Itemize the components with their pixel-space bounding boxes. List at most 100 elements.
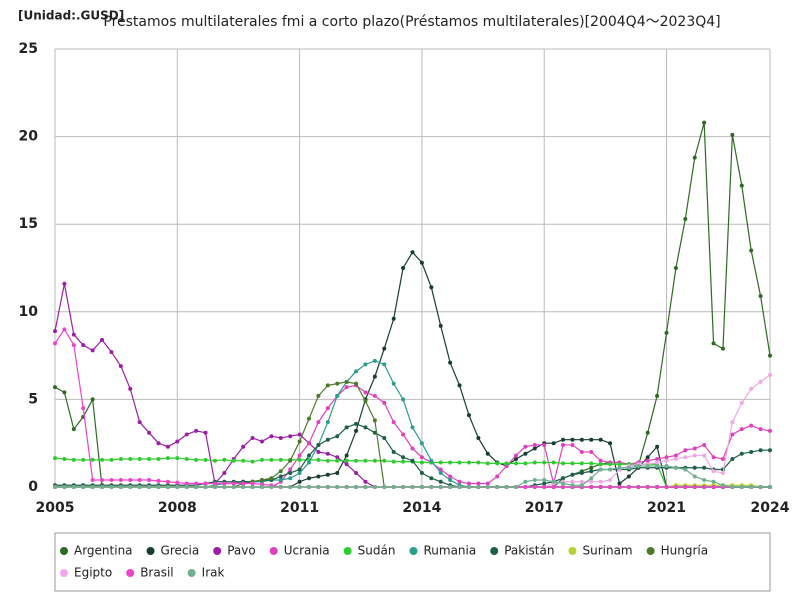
point bbox=[147, 430, 152, 435]
point bbox=[175, 485, 180, 489]
point bbox=[636, 485, 641, 489]
point bbox=[372, 418, 377, 423]
point bbox=[608, 477, 613, 482]
point bbox=[702, 485, 707, 489]
point bbox=[184, 432, 189, 437]
point bbox=[147, 485, 152, 489]
point bbox=[608, 462, 613, 467]
point bbox=[749, 449, 754, 454]
legend-item: Argentina bbox=[60, 544, 133, 558]
point bbox=[513, 453, 518, 458]
point bbox=[278, 435, 283, 440]
point bbox=[523, 461, 528, 466]
x-tick-label: 2014 bbox=[402, 500, 441, 516]
point bbox=[579, 461, 584, 466]
point bbox=[495, 474, 500, 479]
point bbox=[391, 459, 396, 464]
point bbox=[307, 460, 312, 465]
series bbox=[53, 120, 772, 489]
legend-marker bbox=[213, 547, 222, 555]
point bbox=[363, 479, 368, 484]
point bbox=[118, 456, 123, 461]
point bbox=[250, 459, 255, 464]
point bbox=[495, 461, 500, 466]
legend-label: Sudán bbox=[358, 544, 396, 558]
point bbox=[664, 455, 669, 460]
point bbox=[250, 485, 255, 489]
point bbox=[768, 485, 772, 489]
point bbox=[702, 453, 707, 458]
point bbox=[730, 432, 735, 437]
point bbox=[570, 483, 575, 488]
point bbox=[109, 350, 114, 355]
legend-label: Grecia bbox=[161, 544, 200, 558]
series bbox=[53, 358, 772, 489]
point bbox=[589, 437, 594, 442]
point bbox=[71, 343, 76, 348]
point bbox=[297, 479, 302, 484]
point bbox=[354, 369, 359, 374]
point bbox=[203, 485, 208, 489]
point bbox=[523, 444, 528, 449]
point bbox=[297, 470, 302, 475]
point bbox=[702, 477, 707, 482]
point bbox=[711, 341, 716, 346]
point bbox=[297, 439, 302, 444]
point bbox=[325, 485, 330, 489]
point bbox=[307, 453, 312, 458]
point bbox=[532, 477, 537, 482]
legend-marker bbox=[343, 547, 352, 555]
point bbox=[532, 485, 537, 489]
point bbox=[664, 330, 669, 335]
point bbox=[344, 485, 349, 489]
legend-label: Ucrania bbox=[284, 544, 330, 558]
point bbox=[768, 428, 772, 433]
point bbox=[241, 444, 246, 449]
point bbox=[175, 480, 180, 485]
point bbox=[570, 461, 575, 466]
point bbox=[598, 467, 603, 472]
point bbox=[288, 434, 293, 439]
legend-marker bbox=[60, 547, 68, 555]
legend-marker bbox=[126, 569, 135, 577]
point bbox=[673, 465, 678, 470]
point bbox=[316, 420, 321, 425]
y-tick-label: 0 bbox=[28, 479, 38, 495]
point bbox=[758, 485, 763, 489]
point bbox=[354, 381, 359, 386]
point bbox=[382, 485, 387, 489]
series bbox=[53, 379, 772, 489]
legend-label: Surinam bbox=[582, 544, 632, 558]
point bbox=[758, 427, 763, 432]
point bbox=[128, 485, 133, 489]
point bbox=[100, 485, 105, 489]
point bbox=[532, 442, 537, 447]
point bbox=[401, 432, 406, 437]
point bbox=[344, 453, 349, 458]
point bbox=[466, 481, 471, 486]
point bbox=[156, 485, 161, 489]
point bbox=[702, 120, 707, 125]
point bbox=[307, 476, 312, 481]
point bbox=[655, 456, 660, 461]
point bbox=[739, 400, 744, 405]
point bbox=[194, 485, 199, 489]
point bbox=[297, 457, 302, 462]
point bbox=[363, 362, 368, 367]
unit-label: [Unidad:.GUSD] bbox=[18, 9, 124, 23]
point bbox=[673, 266, 678, 270]
legend-item: Pakistán bbox=[490, 544, 554, 558]
point bbox=[53, 329, 57, 334]
point bbox=[316, 474, 321, 479]
point bbox=[344, 458, 349, 463]
point bbox=[429, 485, 434, 489]
point bbox=[598, 458, 603, 463]
point bbox=[579, 483, 584, 488]
point bbox=[711, 479, 716, 484]
point bbox=[354, 421, 359, 426]
point bbox=[335, 470, 340, 475]
point bbox=[222, 485, 227, 489]
point bbox=[673, 456, 678, 461]
series bbox=[53, 372, 772, 489]
